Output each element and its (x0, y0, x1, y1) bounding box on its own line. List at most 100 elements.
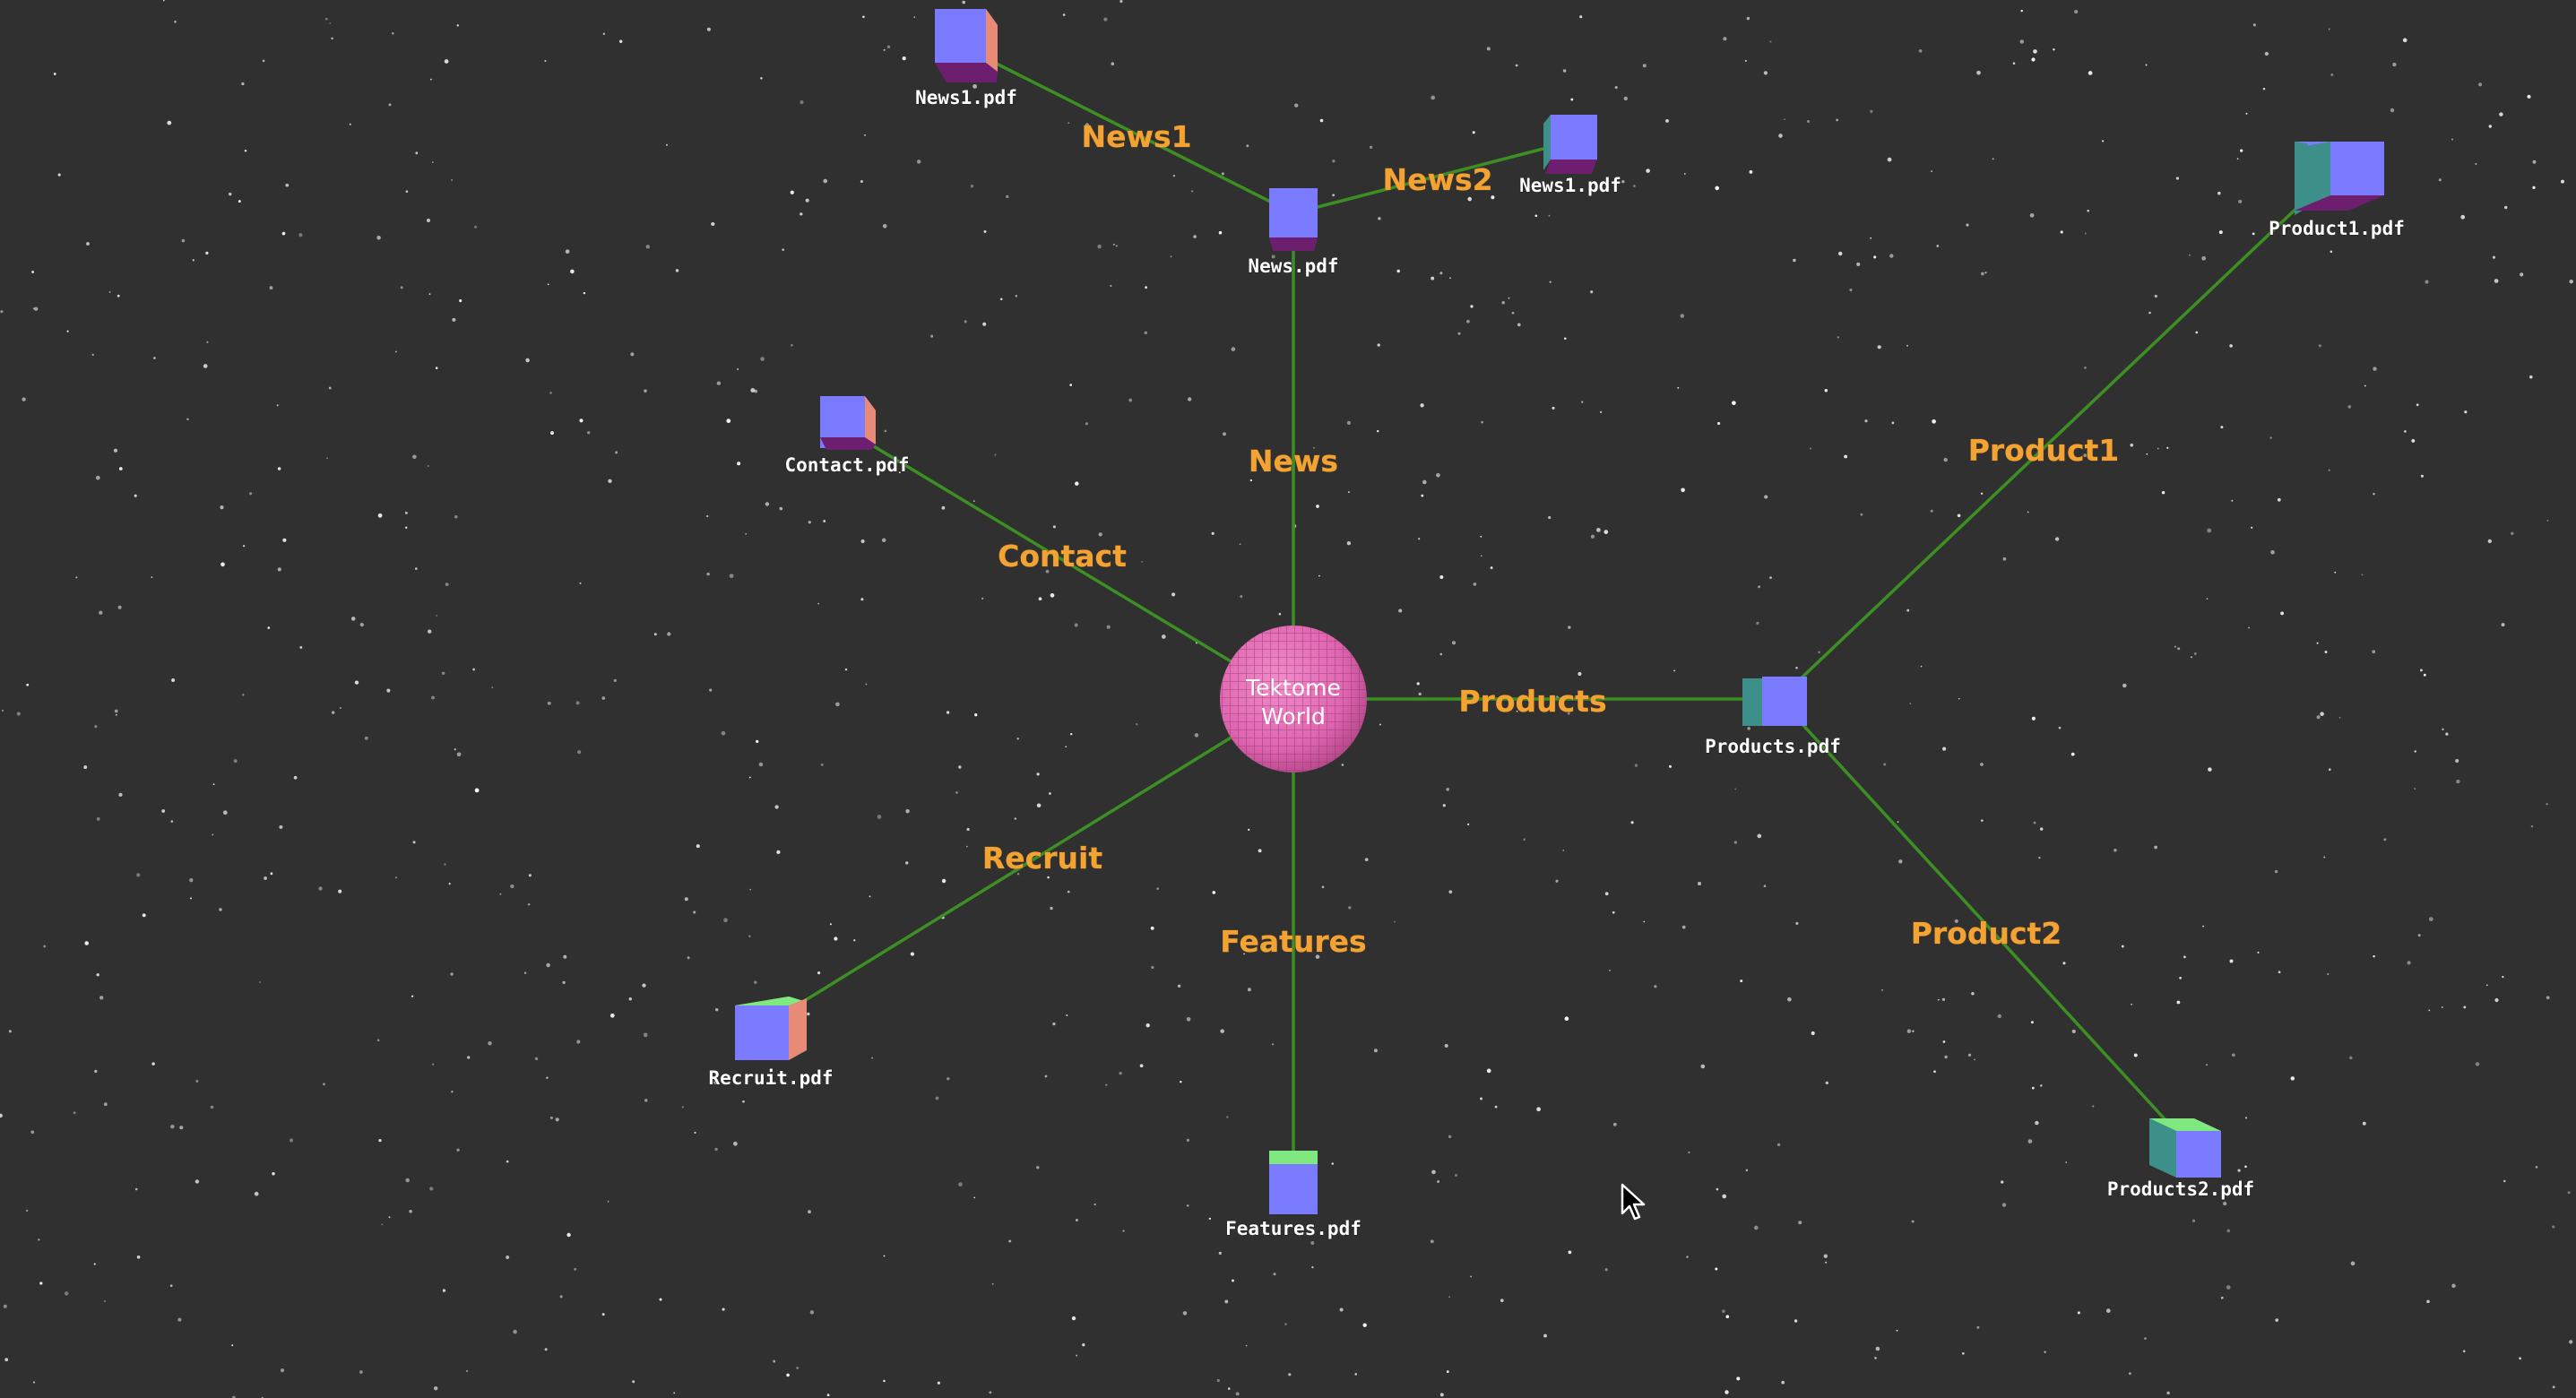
edge-label-product2[interactable]: Product2 (1910, 916, 2062, 952)
star-dot (1278, 612, 1282, 616)
root-sphere-mesh (1220, 626, 1367, 772)
star-dot (1933, 1070, 1936, 1074)
star-dot (1182, 1311, 1188, 1316)
root-node-tektome-world[interactable]: Tektome World (1220, 626, 1367, 772)
star-dot (1333, 946, 1336, 951)
star-dot (562, 980, 566, 985)
star-dot (1564, 337, 1567, 341)
edge-label-features[interactable]: Features (1220, 924, 1367, 960)
star-dot (1085, 123, 1090, 127)
star-dot (864, 134, 866, 136)
star-dot (394, 876, 398, 879)
star-dot (2529, 375, 2533, 379)
star-dot (706, 27, 711, 31)
star-dot (1776, 1143, 1781, 1147)
cube-icon[interactable] (1269, 1151, 1318, 1214)
star-dot (2077, 1311, 2080, 1315)
node-news2-pdf[interactable]: News1.pdf (1519, 115, 1621, 197)
node-contact-pdf[interactable]: Contact.pdf (784, 396, 910, 477)
star-dot (205, 251, 209, 255)
star-dot (151, 576, 153, 578)
star-dot (826, 1394, 830, 1397)
star-dot (1311, 1265, 1314, 1269)
cube-icon[interactable] (935, 9, 998, 82)
star-dot (2238, 199, 2243, 203)
star-dot (1480, 1097, 1482, 1100)
star-dot (2166, 1391, 2170, 1395)
star-dot (2128, 1372, 2131, 1376)
star-dot (1906, 344, 1908, 347)
star-dot (1128, 398, 1133, 402)
star-dot (1136, 723, 1138, 726)
star-dot (1609, 969, 1612, 971)
star-dot (412, 454, 417, 460)
star-dot (269, 286, 273, 290)
node-product2-pdf[interactable]: Products2.pdf (2106, 1118, 2255, 1201)
cube-icon[interactable] (1543, 115, 1597, 174)
cube-icon[interactable] (1269, 188, 1318, 251)
star-dot (1633, 185, 1636, 187)
star-dot (1677, 386, 1680, 389)
edge-label-news2[interactable]: News2 (1382, 162, 1493, 198)
star-dot (2552, 1225, 2555, 1229)
cube-icon[interactable] (2295, 142, 2384, 215)
star-dot (729, 574, 734, 579)
cube-icon[interactable] (735, 997, 807, 1060)
star-dot (1523, 838, 1526, 841)
star-dot (644, 389, 647, 393)
node-product1-pdf[interactable]: Product1.pdf (2269, 142, 2405, 240)
star-dot (713, 1081, 717, 1084)
star-dot (1172, 174, 1176, 177)
star-dot (510, 884, 514, 889)
star-dot (1961, 1351, 1965, 1355)
star-dot (451, 178, 454, 181)
star-dot (1221, 172, 1224, 176)
node-news1-pdf[interactable]: News1.pdf (915, 9, 1017, 109)
star-dot (428, 293, 431, 295)
star-dot (2318, 344, 2321, 348)
star-dot (902, 56, 906, 61)
star-dot (1247, 988, 1251, 992)
star-dot (426, 218, 431, 223)
star-dot (171, 678, 176, 682)
star-dot (2488, 125, 2493, 128)
edge-label-news[interactable]: News (1249, 444, 1339, 479)
star-dot (435, 367, 438, 369)
edge-label-product1[interactable]: Product1 (1967, 433, 2120, 469)
star-dot (1976, 70, 1981, 75)
star-dot (2414, 788, 2416, 790)
star-dot (1481, 420, 1483, 424)
star-dot (2102, 140, 2105, 142)
cube-icon[interactable] (820, 396, 876, 450)
star-dot (1141, 561, 1144, 563)
star-dot (1106, 625, 1111, 629)
star-dot (1809, 447, 1811, 450)
node-products-pdf[interactable]: Products.pdf (1705, 677, 1841, 758)
star-dot (1824, 389, 1828, 393)
star-dot (2445, 732, 2449, 736)
edge-label-contact[interactable]: Contact (998, 539, 1128, 574)
star-dot (210, 1105, 214, 1109)
root-label-line2: World (1261, 703, 1326, 729)
star-dot (1984, 272, 1987, 274)
node-news-pdf[interactable]: News.pdf (1248, 188, 1339, 278)
star-dot (254, 1191, 259, 1196)
cube-icon[interactable] (1742, 677, 1807, 726)
edge-label-recruit[interactable]: Recruit (982, 841, 1103, 876)
star-dot (2451, 138, 2453, 141)
cube-icon[interactable] (2149, 1118, 2221, 1178)
star-dot (760, 357, 765, 361)
star-dot (2193, 652, 2197, 655)
node-recruit-pdf[interactable]: Recruit.pdf (708, 997, 834, 1090)
node-features-pdf[interactable]: Features.pdf (1225, 1151, 1361, 1240)
star-dot (1331, 1162, 1335, 1165)
star-dot (1346, 541, 1352, 546)
star-dot (117, 294, 120, 298)
star-dot (1981, 819, 1984, 822)
star-dot (958, 765, 962, 769)
edge-label-products[interactable]: Products (1458, 684, 1607, 720)
star-dot (754, 980, 757, 984)
star-dot (400, 286, 403, 289)
edge-label-news1[interactable]: News1 (1081, 119, 1192, 155)
